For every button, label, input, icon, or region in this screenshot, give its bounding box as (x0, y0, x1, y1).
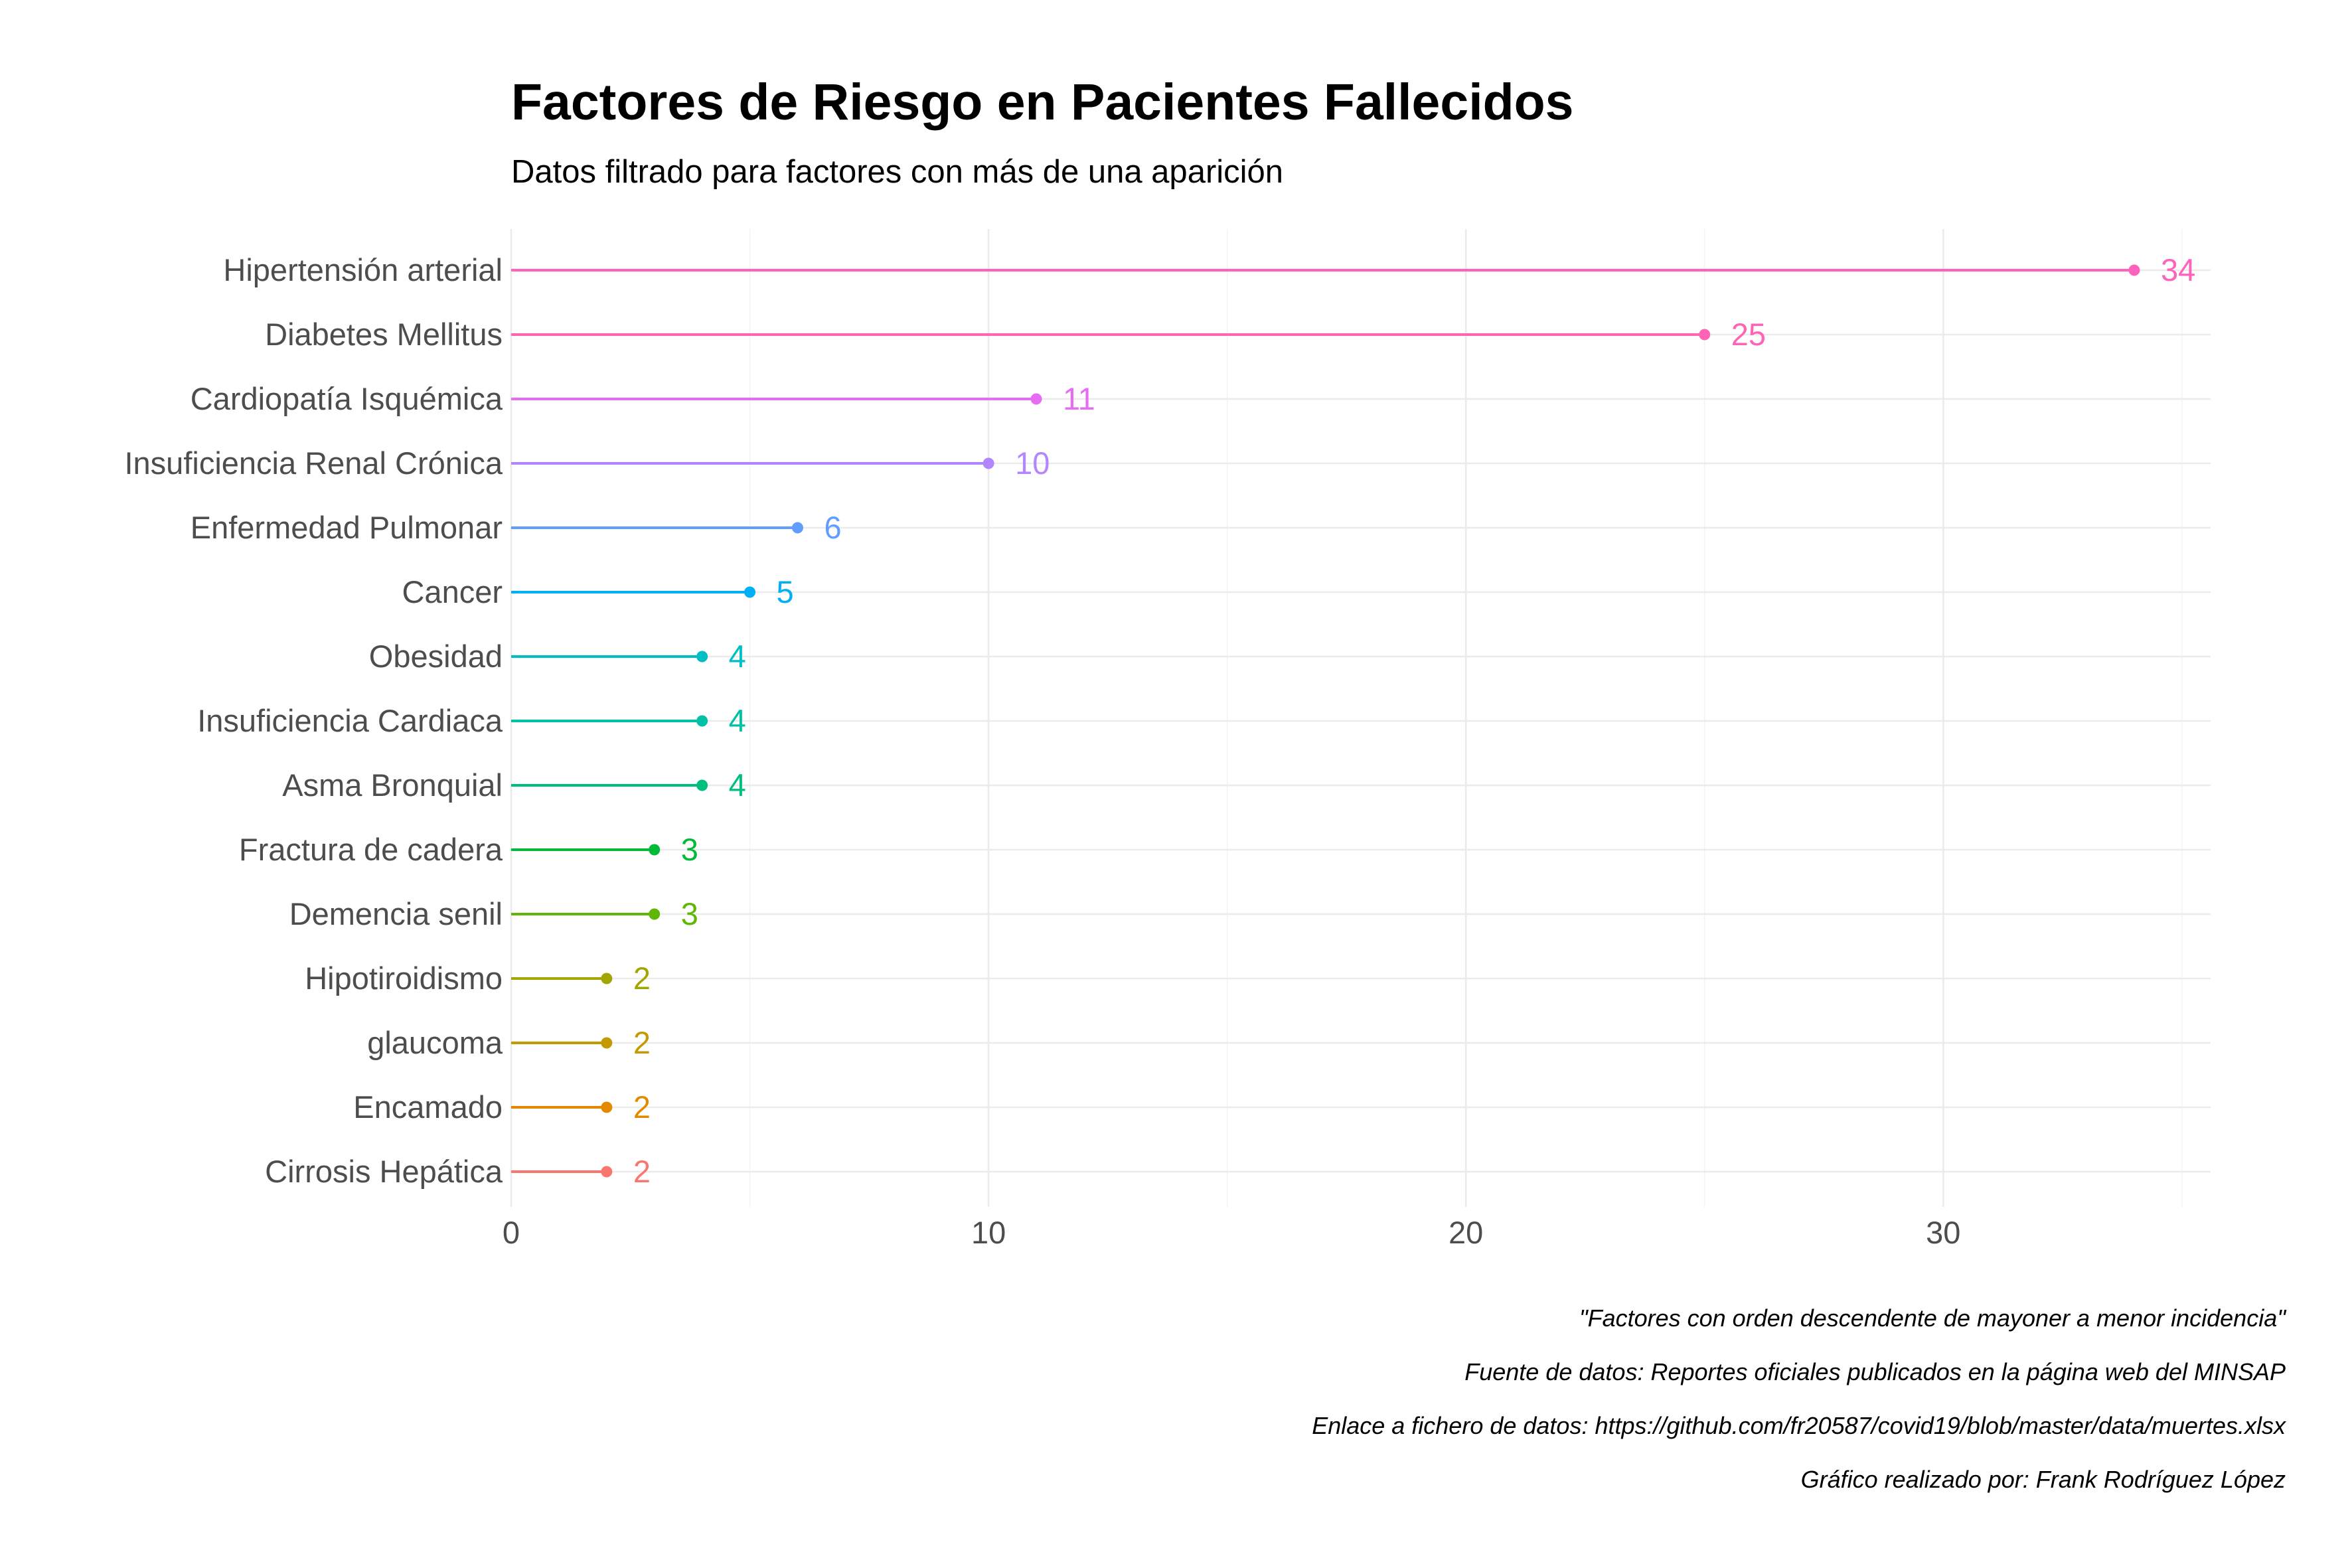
lollipop-dot (696, 651, 708, 663)
lollipop-dot (791, 522, 803, 534)
x-axis-ticks: 0 10 20 30 (503, 1215, 1961, 1250)
value-label: 2 (633, 1025, 651, 1060)
caption-line: Enlace a fichero de datos: https://githu… (1312, 1412, 2287, 1439)
value-label: 6 (824, 510, 841, 545)
lollipop-dot (696, 715, 708, 727)
value-label: 5 (777, 574, 794, 609)
lollipop-dot (649, 908, 661, 920)
lollipop-dot (649, 844, 661, 856)
category-label: Diabetes Mellitus (265, 317, 503, 352)
lollipop-dot (601, 1166, 613, 1178)
lollipop-dot (744, 586, 756, 598)
category-label: Enfermedad Pulmonar (191, 510, 503, 545)
lollipop-dot (601, 1037, 613, 1049)
category-label: Cancer (402, 574, 503, 609)
caption-line: "Factores con orden descendente de mayon… (1579, 1304, 2287, 1332)
category-label: Hipertensión arterial (223, 252, 503, 287)
lollipop-dot (696, 779, 708, 791)
category-label: Fractura de cadera (239, 832, 503, 867)
value-label: 10 (1015, 445, 1050, 481)
x-tick-label-10: 10 (971, 1215, 1006, 1250)
lollipop-dot (601, 1101, 613, 1113)
category-label: Insuficiencia Cardiaca (197, 703, 503, 738)
value-label: 3 (681, 896, 698, 931)
value-label: 25 (1731, 317, 1766, 352)
category-label: Obesidad (369, 639, 503, 674)
lollipop-dot (2128, 264, 2140, 276)
category-label: Asma Bronquial (282, 767, 503, 803)
value-label: 2 (633, 1089, 651, 1125)
category-labels: Hipertensión arterial Diabetes Mellitus Ca… (124, 252, 503, 1189)
value-label: 4 (729, 703, 746, 738)
lollipop-dot (1030, 393, 1042, 405)
value-label: 3 (681, 832, 698, 867)
x-tick-label-0: 0 (503, 1215, 520, 1250)
lollipop-dot (982, 457, 994, 469)
x-tick-label-20: 20 (1449, 1215, 1483, 1250)
value-label: 4 (729, 767, 746, 803)
chart-subtitle: Datos filtrado para factores con más de … (511, 154, 1283, 190)
value-label: 34 (2161, 252, 2195, 287)
value-label: 11 (1063, 381, 1095, 416)
value-label: 2 (633, 1154, 651, 1189)
x-tick-label-30: 30 (1926, 1215, 1960, 1250)
category-label: Insuficiencia Renal Crónica (124, 445, 503, 481)
category-label: Encamado (353, 1089, 503, 1125)
category-label: glaucoma (367, 1025, 503, 1060)
captions: "Factores con orden descendente de mayon… (1312, 1304, 2287, 1493)
category-label: Cirrosis Hepática (265, 1154, 503, 1189)
value-label: 4 (729, 639, 746, 674)
caption-line: Gráfico realizado por: Frank Rodríguez L… (1801, 1466, 2286, 1493)
category-label: Cardiopatía Isquémica (191, 381, 503, 416)
category-label: Demencia senil (289, 896, 503, 931)
chart-title: Factores de Riesgo en Pacientes Fallecid… (511, 74, 1574, 131)
value-label: 2 (633, 961, 651, 996)
lollipop-dot (1699, 329, 1711, 341)
caption-line: Fuente de datos: Reportes oficiales publ… (1464, 1358, 2286, 1385)
category-label: Hipotiroidismo (305, 961, 503, 996)
lollipop-dot (601, 973, 613, 984)
